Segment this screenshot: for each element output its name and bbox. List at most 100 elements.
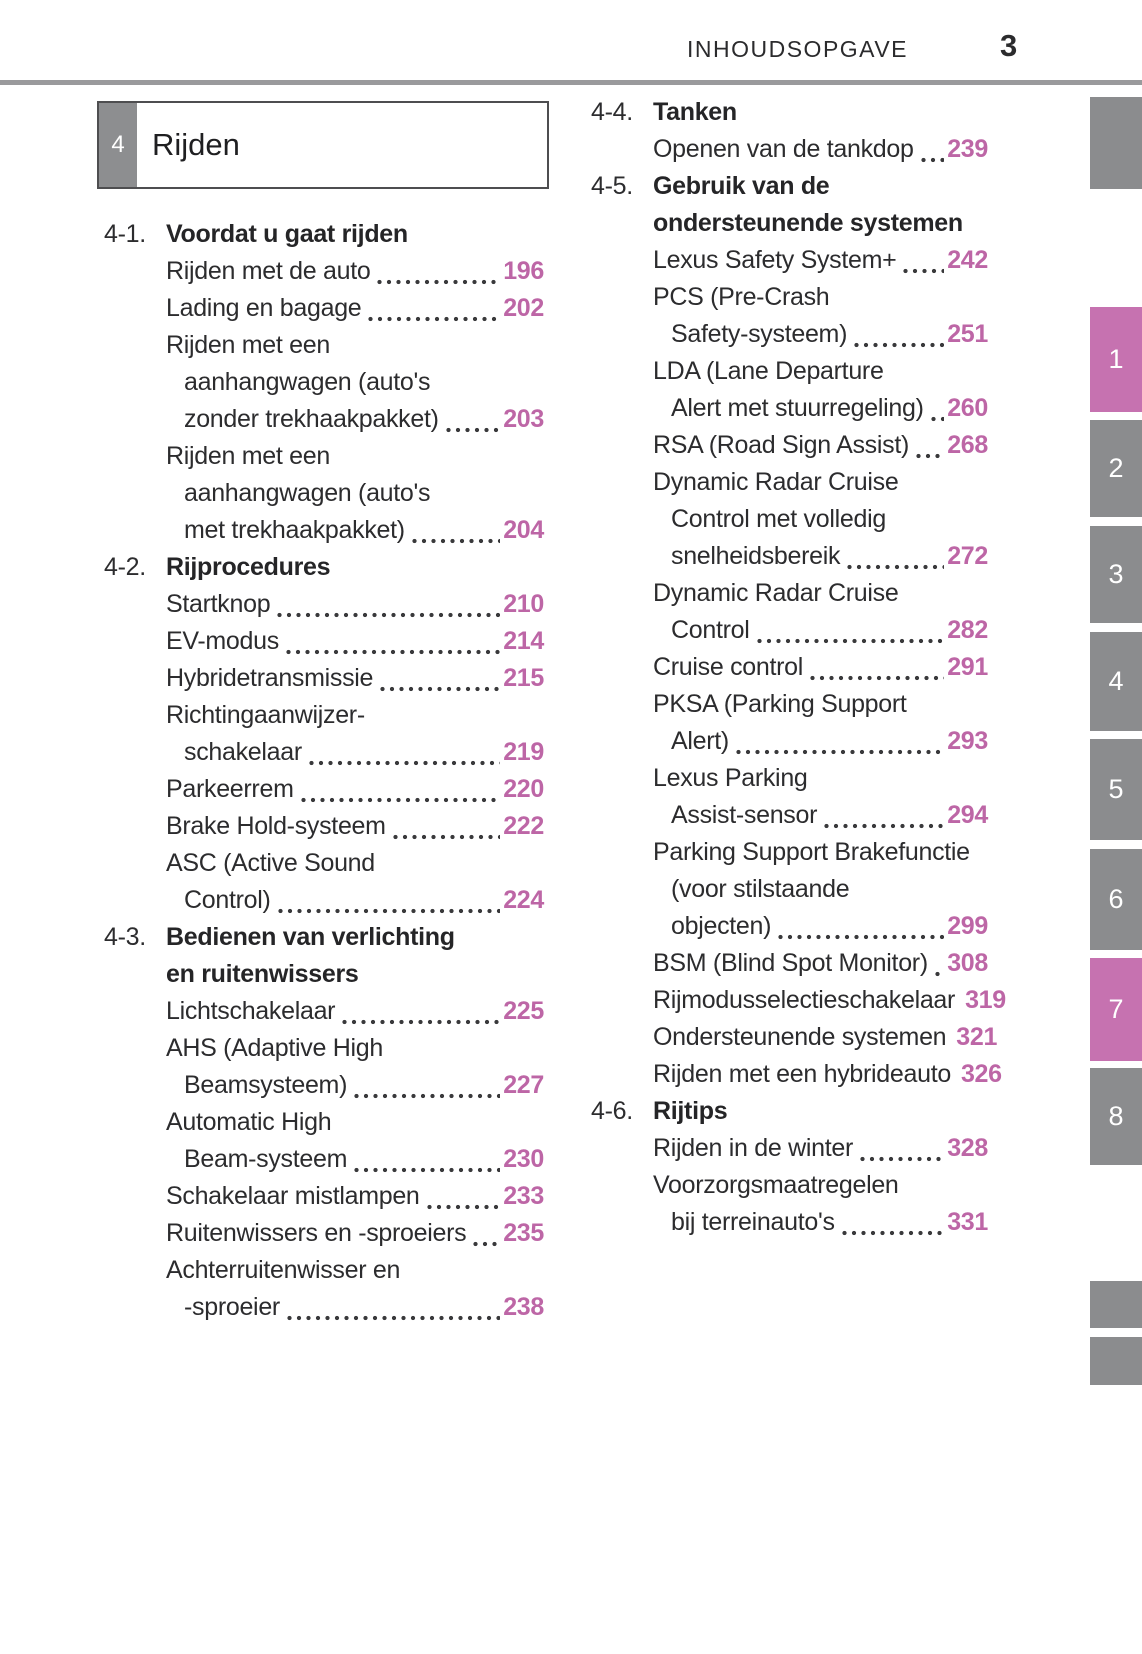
toc-entry-line: Dynamic Radar Cruise	[591, 575, 988, 612]
entry-label: Achterruitenwisser en	[166, 1256, 401, 1284]
entry-page-number: 210	[503, 590, 544, 618]
entry-label: Safety-systeem)	[671, 320, 848, 348]
side-tab-1: 1	[1090, 307, 1142, 412]
entry-label: BSM (Blind Spot Monitor)	[653, 949, 928, 977]
toc-entry-line: Rijden met een	[104, 438, 544, 475]
entry-label: Automatic High	[166, 1108, 332, 1136]
entry-label: Rijden met de auto	[166, 257, 371, 285]
dot-leader	[756, 638, 945, 644]
section-title: Rijtips	[653, 1097, 728, 1125]
entry-label: Ruitenwissers en -sproeiers	[166, 1219, 467, 1247]
toc-entry-line: -sproeier 238	[104, 1289, 544, 1326]
toc-entry-line: Richtingaanwijzer-	[104, 697, 544, 734]
toc-entry-line: Assist-sensor 294	[591, 797, 988, 834]
entry-label: Assist-sensor	[671, 801, 818, 829]
dot-leader	[841, 1230, 945, 1236]
toc-entry-line: Ruitenwissers en -sproeiers 235	[104, 1215, 544, 1252]
dot-leader	[920, 157, 945, 163]
header-divider	[0, 80, 1142, 85]
entry-label: Schakelaar mistlampen	[166, 1182, 420, 1210]
entry-page-number: 326	[960, 1060, 1002, 1088]
side-tab-7: 7	[1090, 958, 1142, 1061]
section-title: Gebruik van de	[653, 172, 830, 200]
entry-label: Parking Support Brakefunctie	[653, 838, 970, 866]
toc-entry-line: Alert) 293	[591, 723, 988, 760]
dot-leader	[354, 1093, 501, 1099]
entry-label: Alert)	[671, 727, 729, 755]
entry-label: objecten)	[671, 912, 772, 940]
side-tab-2: 2	[1090, 420, 1142, 517]
side-tab-blank-top	[1090, 97, 1142, 189]
entry-label: schakelaar	[184, 738, 302, 766]
toc-entry-line: Rijden met de auto 196	[104, 253, 544, 290]
dot-leader	[824, 823, 945, 829]
dot-leader	[411, 538, 501, 544]
dot-leader	[368, 316, 501, 322]
chapter-box: 4 Rijden	[97, 101, 549, 189]
dot-leader	[735, 749, 945, 755]
entry-label: Control	[671, 616, 750, 644]
entry-label: bij terreinauto's	[671, 1208, 835, 1236]
entry-page-number: 294	[947, 801, 988, 829]
section-number: 4-6.	[591, 1097, 633, 1125]
side-tab-blank-bottom-2	[1090, 1337, 1142, 1385]
toc-entry-line: Control met volledig	[591, 501, 988, 538]
entry-page-number: 242	[947, 246, 988, 274]
section-heading-line: 4-4. Tanken	[591, 94, 988, 131]
entry-label: Beamsysteem)	[184, 1071, 348, 1099]
entry-label: Cruise control	[653, 653, 804, 681]
toc-entry-line: Rijden in de winter 328	[591, 1130, 988, 1167]
entry-label: Alert met stuurregeling)	[671, 394, 924, 422]
toc-entry-line: Control 282	[591, 612, 988, 649]
entry-page-number: 268	[947, 431, 988, 459]
toc-entry-line: Lading en bagage 202	[104, 290, 544, 327]
dot-leader	[277, 908, 501, 914]
section-title: Rijprocedures	[166, 553, 331, 581]
entry-label: Startknop	[166, 590, 271, 618]
entry-page-number: 225	[503, 997, 544, 1025]
dot-leader	[859, 1156, 945, 1162]
dot-leader	[854, 342, 945, 348]
toc-column-left: 4-1. Voordat u gaat rijden Rijden met de a…	[104, 216, 544, 1326]
entry-page-number: 308	[947, 949, 988, 977]
toc-entry-line: Alert met stuurregeling) 260	[591, 390, 988, 427]
toc-entry-line: AHS (Adaptive High	[104, 1030, 544, 1067]
entry-page-number: 235	[503, 1219, 544, 1247]
entry-label: Voorzorgsmaatregelen	[653, 1171, 899, 1199]
toc-entry-line: EV-modus 214	[104, 623, 544, 660]
toc-entry-line: Beam-systeem 230	[104, 1141, 544, 1178]
dot-leader	[426, 1204, 501, 1210]
dot-leader	[810, 675, 945, 681]
dot-leader	[473, 1241, 501, 1247]
section-title: ondersteunende systemen	[653, 209, 963, 237]
toc-entry-line: ASC (Active Sound	[104, 845, 544, 882]
toc-entry-line: Parkeerrem 220	[104, 771, 544, 808]
entry-page-number: 196	[503, 257, 544, 285]
toc-entry-line: Startknop 210	[104, 586, 544, 623]
entry-label: Parkeerrem	[166, 775, 294, 803]
toc-entry-line: Rijden met een hybrideauto 326	[591, 1056, 1002, 1093]
section-heading-line: 4-2. Rijprocedures	[104, 549, 544, 586]
toc-column-right: 4-4. Tanken Openen van de tankdop 239 4-5. Ge…	[591, 94, 1006, 1241]
side-tab-6: 6	[1090, 849, 1142, 950]
section-heading-line: 4-1. Voordat u gaat rijden	[104, 216, 544, 253]
entry-label: Rijden met een	[166, 331, 330, 359]
toc-entry-line: Cruise control 291	[591, 649, 988, 686]
entry-page-number: 321	[956, 1023, 998, 1051]
dot-leader	[847, 564, 945, 570]
toc-entry-line: Hybridetransmissie 215	[104, 660, 544, 697]
toc-entry-line: Voorzorgsmaatregelen	[591, 1167, 988, 1204]
toc-entry-line: Brake Hold-systeem 222	[104, 808, 544, 845]
section-number: 4-3.	[104, 923, 146, 951]
toc-entry-line: Achterruitenwisser en	[104, 1252, 544, 1289]
entry-page-number: 230	[503, 1145, 544, 1173]
side-tab-3: 3	[1090, 526, 1142, 623]
header-page-number: 3	[1000, 28, 1018, 63]
entry-label: Rijden met een	[166, 442, 330, 470]
entry-label: PKSA (Parking Support	[653, 690, 907, 718]
toc-entry-line: aanhangwagen (auto's	[104, 364, 544, 401]
toc-entry-line: Beamsysteem) 227	[104, 1067, 544, 1104]
section-title: Bedienen van verlichting	[166, 923, 455, 951]
entry-label: Control)	[184, 886, 271, 914]
entry-page-number: 214	[503, 627, 544, 655]
